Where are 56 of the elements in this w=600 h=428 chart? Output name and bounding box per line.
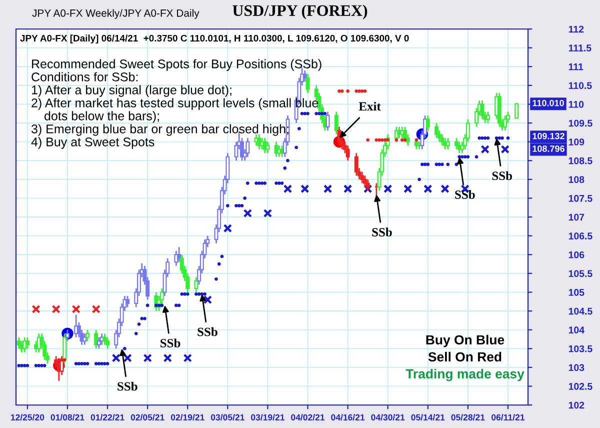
y-tick-label: 104.5 <box>568 308 592 315</box>
y-tick-label: 106.5 <box>568 232 592 240</box>
annotation: 110.010 <box>532 100 564 106</box>
annotation: SSb <box>118 382 138 391</box>
x-tick-label: 01/22/21 <box>90 414 124 421</box>
y-tick-label: 102.5 <box>568 382 592 390</box>
annotation: Trading made easy <box>406 368 524 382</box>
annotation: JPY A0-FX [Daily] 06/14/21 +0.3750 C 110.0101, H 110.0300, L 109.6120, O 109.6300, V 0 <box>20 34 409 44</box>
y-tick-label: 107 <box>568 214 584 221</box>
annotation: 108.796 <box>532 146 564 152</box>
y-tick-label: 111 <box>568 63 584 70</box>
annotation: Conditions for SSb: <box>32 72 138 82</box>
y-tick-label: 108.5 <box>568 157 592 164</box>
annotation: SSb <box>372 228 392 236</box>
x-tick-label: 02/19/21 <box>170 414 204 421</box>
annotation: 109.132 <box>532 132 564 140</box>
y-tick-label: 109.5 <box>568 120 592 127</box>
x-tick-label: 02/05/21 <box>130 414 164 421</box>
y-tick-label: 110.5 <box>568 82 592 90</box>
y-tick-label: 105 <box>568 288 584 296</box>
annotation: SSb <box>492 171 512 180</box>
annotation: Buy On Blue <box>426 334 504 348</box>
chart-subtitle: JPY A0-FX Weekly/JPY A0-FX Daily <box>32 9 200 19</box>
annotation: SSb <box>160 338 180 348</box>
annotation: Sell On Red <box>428 352 502 362</box>
annotation: 3) Emerging blue bar or green bar closed high; <box>31 124 288 136</box>
annotation: Exit <box>358 102 381 111</box>
y-tick-label: 102 <box>568 402 584 409</box>
x-tick-label: 06/11/21 <box>492 414 525 421</box>
annotation: 1) After a buy signal (large blue dot); <box>32 85 232 97</box>
y-tick-label: 105.5 <box>568 270 592 278</box>
chart-title: USD/JPY (FOREX) <box>232 4 368 20</box>
y-tick-label: 109 <box>568 138 584 146</box>
x-tick-label: 03/05/21 <box>210 414 244 421</box>
x-tick-label: 03/19/21 <box>251 414 284 421</box>
x-tick-label: 01/08/21 <box>50 414 84 421</box>
y-tick-label: 111.5 <box>568 44 592 52</box>
y-tick-label: 107.5 <box>568 194 592 202</box>
y-tick-label: 112 <box>568 26 584 33</box>
x-tick-label: 04/02/21 <box>291 414 325 421</box>
x-tick-label: 04/16/21 <box>331 414 365 421</box>
annotation: SSb <box>198 327 218 336</box>
y-tick-label: 106 <box>568 251 584 258</box>
x-tick-label: 05/14/21 <box>411 414 445 421</box>
x-tick-label: 12/25/20 <box>10 414 44 421</box>
y-tick-label: 104 <box>568 326 584 334</box>
y-tick-label: 103.5 <box>568 345 592 352</box>
annotation: 4) Buy at Sweet Spots <box>31 137 154 149</box>
y-tick-label: 110 <box>568 100 584 108</box>
x-tick-label: 04/30/21 <box>371 414 405 421</box>
y-tick-label: 103 <box>568 364 584 372</box>
annotation: SSb <box>455 190 475 199</box>
annotation: dots below the bars); <box>44 111 159 123</box>
x-tick-label: 05/28/21 <box>451 414 485 421</box>
annotation: Recommended Sweet Spots for Buy Positions (SSb) <box>32 59 322 71</box>
y-tick-label: 108 <box>568 176 584 184</box>
